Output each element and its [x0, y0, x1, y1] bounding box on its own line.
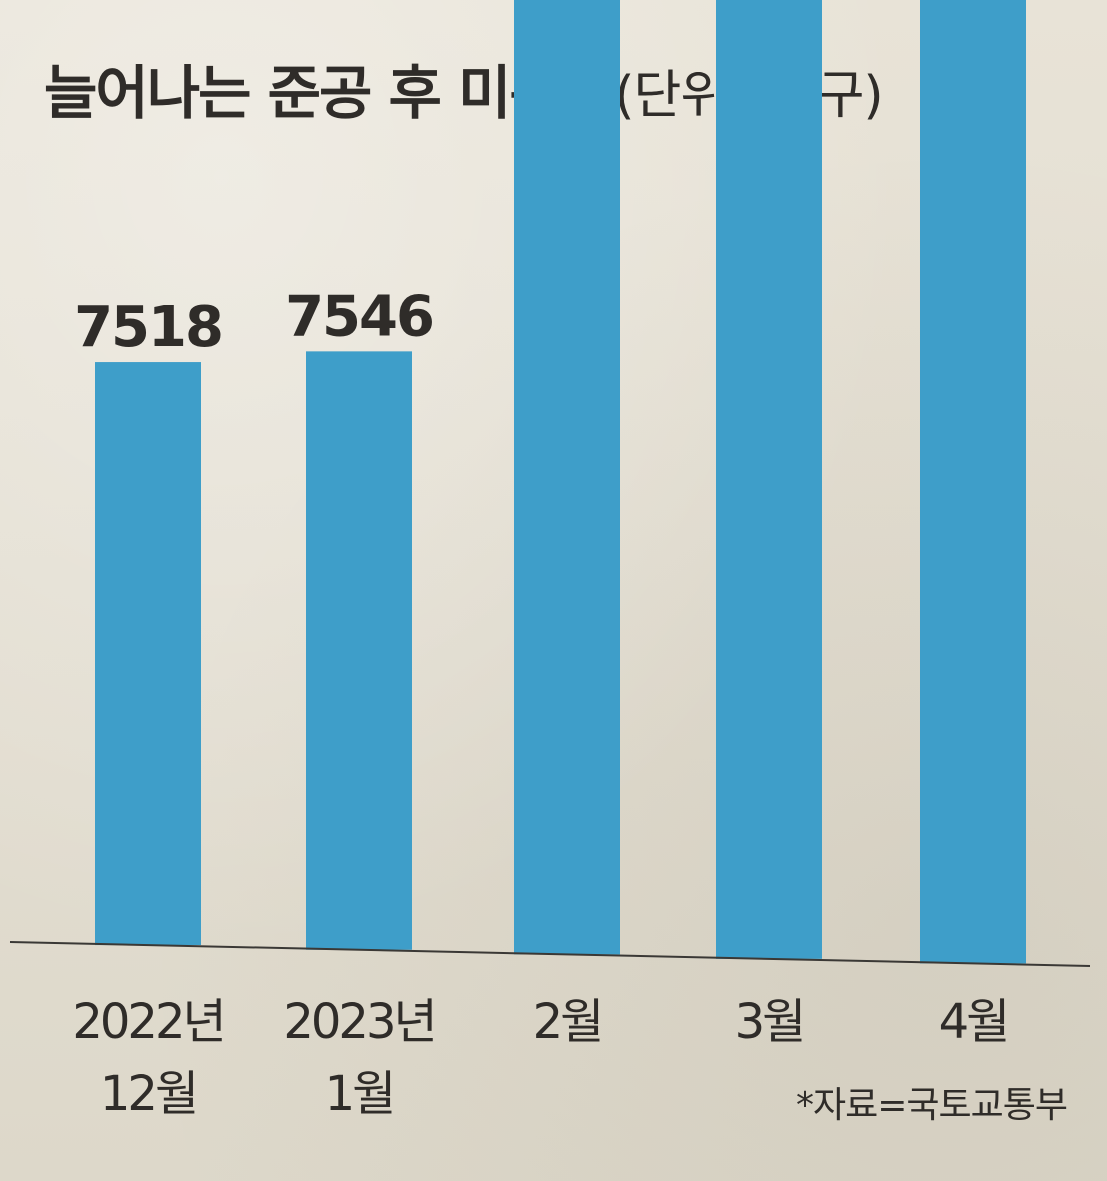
tick-label-4-line-1: 3월: [735, 994, 804, 1050]
bar-5: [920, 0, 1026, 964]
tick-label-1-line-1: 2022년: [72, 994, 223, 1050]
tick-label-2-line-1: 2023년: [283, 994, 434, 1050]
x-axis-baseline: [9, 941, 1091, 967]
value-labels-group: 75187546855486508716: [74, 284, 435, 360]
bars-group: [95, 0, 1026, 964]
tick-label-2-line-2: 1월: [325, 1066, 394, 1122]
source-note: *자료=국토교통부: [795, 1085, 1068, 1126]
tick-label-1-line-2: 12월: [100, 1066, 196, 1122]
bar-1: [95, 362, 201, 946]
bar-2: [306, 351, 412, 950]
tick-label-3-line-1: 2월: [533, 994, 602, 1050]
value-label-1: 7518: [74, 295, 222, 360]
tick-labels-group: 2022년 12월 2023년 1월 2월 3월 4월: [72, 994, 1010, 1122]
bar-4: [716, 0, 822, 959]
value-label-2: 7546: [285, 284, 433, 349]
tick-label-5-line-1: 4월: [939, 994, 1008, 1050]
bar-3: [514, 0, 620, 955]
